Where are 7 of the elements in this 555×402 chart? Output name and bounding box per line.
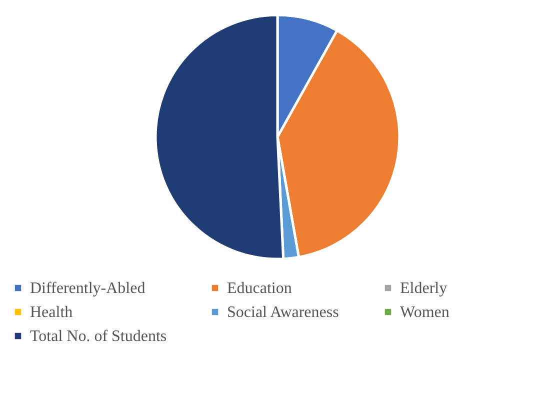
legend-label: Health [30,304,73,321]
legend-label: Education [227,280,292,297]
legend-label: Social Awareness [227,304,339,321]
legend-label: Elderly [400,280,448,297]
legend-label: Women [400,304,450,321]
legend-label: Total No. of Students [30,328,167,345]
legend-label: Differently-Abled [30,280,146,297]
